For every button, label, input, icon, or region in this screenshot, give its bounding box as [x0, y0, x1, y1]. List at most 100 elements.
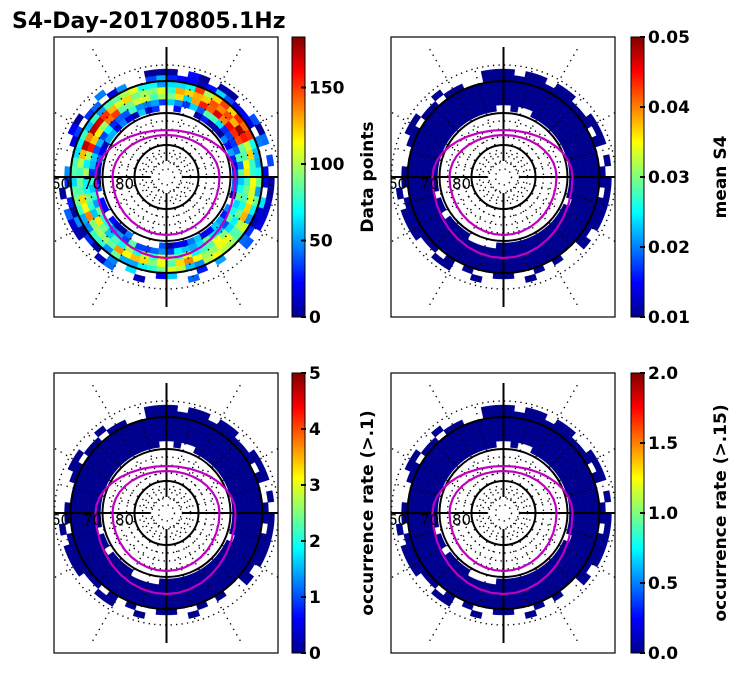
data-bin [404, 122, 416, 136]
data-bin [409, 563, 422, 577]
data-bin [243, 504, 251, 514]
data-bin [166, 428, 176, 436]
data-bin [491, 404, 504, 412]
data-bin [243, 168, 251, 178]
data-bin [166, 98, 175, 106]
axes-frame [53, 372, 279, 654]
plot-area: 60 70 80 [388, 382, 615, 644]
data-bin [574, 504, 582, 514]
data-bin [154, 68, 167, 76]
data-bin [493, 260, 504, 268]
data-bin [404, 458, 416, 472]
data-bin [166, 596, 177, 604]
dotted-grid-ring [157, 504, 176, 522]
data-bin [503, 584, 512, 592]
colorbar-tick-label: 0 [309, 308, 321, 328]
data-bin [469, 609, 483, 619]
data-bin [503, 98, 512, 106]
data-bin [166, 92, 176, 100]
data-bin [58, 523, 67, 536]
data-bin [266, 154, 275, 167]
data-bin [413, 167, 421, 178]
colorbar-tick-label: 0.02 [648, 238, 690, 258]
data-bin [93, 425, 107, 438]
colorbar-tick-label: 0.01 [648, 308, 690, 328]
colorbar-tick-label: 150 [309, 78, 345, 98]
colorbar-tick-label: 0 [309, 644, 321, 664]
data-bin [76, 512, 84, 523]
contour-outer [431, 128, 574, 260]
latitude-label: 80 [115, 175, 134, 193]
data-bin [237, 168, 245, 178]
data-bin [524, 407, 538, 417]
data-bin [156, 422, 167, 430]
data-bin [158, 578, 167, 586]
data-bin [413, 176, 421, 187]
latitude-label: 80 [452, 175, 471, 193]
colorbar-tick-label: 0.04 [648, 98, 690, 118]
data-bin [604, 512, 612, 525]
data-bin [132, 273, 146, 283]
data-bin [395, 187, 404, 200]
data-bin [503, 422, 514, 430]
data-bin [67, 122, 79, 136]
data-bin [158, 434, 167, 442]
data-bin [395, 523, 404, 536]
data-bin [237, 176, 245, 186]
data-bin [603, 154, 612, 167]
data-bin [494, 92, 504, 100]
data-bin [554, 419, 568, 431]
data-bin [166, 404, 179, 412]
colorbar-tick-label: 0.03 [648, 168, 690, 188]
colorbar-tick-label: 1.0 [648, 504, 678, 524]
data-bin [157, 92, 167, 100]
data-bin [72, 227, 85, 241]
data-bin [503, 434, 512, 442]
plot-area: 60 70 80 [391, 46, 615, 308]
data-bin [242, 236, 255, 250]
contour-inner [448, 469, 558, 573]
data-bin [503, 248, 512, 256]
data-bin [102, 595, 116, 607]
data-bin [166, 86, 177, 94]
data-bin [503, 404, 516, 412]
data-bin [143, 69, 157, 78]
data-bin [187, 609, 201, 619]
data-bin [166, 578, 175, 586]
latitude-label: 70 [420, 511, 439, 529]
data-bin [579, 572, 592, 586]
polar-panel-bottom-right: 60 70 80 0.0 0.5 1.0 1.5 2.0 occurrence rate (>.… [388, 364, 731, 664]
data-bin [248, 449, 261, 463]
data-bin [166, 434, 175, 442]
data-bin [72, 563, 85, 577]
latitude-label: 60 [388, 511, 407, 529]
contour-inner [111, 133, 221, 237]
data-bin [242, 572, 255, 586]
contour-outer [94, 128, 237, 260]
data-bin [603, 523, 612, 536]
polar-panel-top-right: 60 70 80 0.01 0.02 0.03 0.04 0.05 mean S4 [390, 28, 731, 328]
data-bin [76, 503, 84, 514]
data-bin [495, 248, 504, 256]
data-bin [67, 458, 79, 472]
colorbar [291, 372, 306, 654]
data-bin [574, 176, 582, 186]
data-bin [158, 248, 167, 256]
data-bin [493, 422, 504, 430]
data-bin [248, 113, 261, 127]
contour-inner [111, 469, 221, 573]
data-bin [266, 523, 275, 536]
colorbar-tick-label: 100 [309, 155, 345, 175]
data-bin [495, 584, 504, 592]
colorbar-tick-label: 5 [309, 364, 321, 384]
dotted-grid-ring [157, 168, 176, 186]
data-bin [158, 242, 167, 250]
data-bin [586, 512, 594, 523]
colorbar-tick-label: 0.0 [648, 644, 678, 664]
plot-area: 60 70 80 [54, 46, 278, 308]
colorbar-label: mean S4 [711, 135, 731, 218]
colorbar-tick-label: 1.5 [648, 434, 678, 454]
latitude-label: 80 [115, 511, 134, 529]
data-bin [267, 176, 275, 189]
